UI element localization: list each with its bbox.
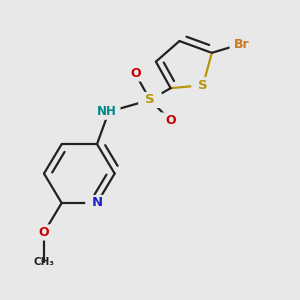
FancyBboxPatch shape — [191, 77, 215, 93]
FancyBboxPatch shape — [32, 224, 56, 241]
FancyBboxPatch shape — [85, 195, 109, 211]
FancyBboxPatch shape — [124, 65, 147, 82]
Text: S: S — [198, 79, 208, 92]
Text: Br: Br — [233, 38, 249, 50]
Text: S: S — [145, 93, 155, 106]
Text: CH₃: CH₃ — [34, 257, 55, 267]
FancyBboxPatch shape — [230, 36, 253, 52]
Text: O: O — [165, 114, 176, 127]
Text: O: O — [39, 226, 49, 239]
FancyBboxPatch shape — [97, 103, 121, 120]
FancyBboxPatch shape — [159, 112, 182, 129]
Text: NH: NH — [98, 105, 117, 118]
FancyBboxPatch shape — [138, 92, 162, 108]
Text: O: O — [130, 67, 141, 80]
Text: N: N — [92, 196, 103, 209]
